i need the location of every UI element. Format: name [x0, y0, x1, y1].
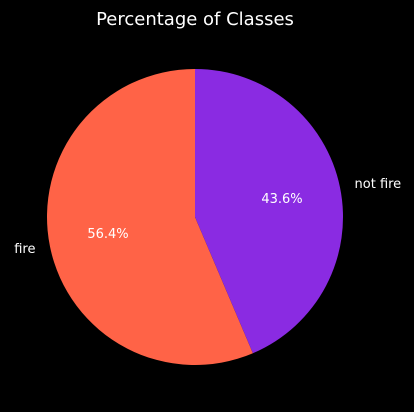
- pie-slices: [47, 69, 344, 365]
- slice-label-fire: fire: [14, 242, 35, 257]
- percent-label-fire: 56.4%: [87, 227, 128, 242]
- pie-labels: fire 56.4% not fire 43.6%: [14, 177, 401, 257]
- chart-title: Percentage of Classes: [96, 9, 294, 30]
- pie-slice-fire: [47, 69, 253, 365]
- pie-slice-not-fire: [195, 69, 344, 354]
- slice-label-not-fire: not fire: [355, 177, 402, 192]
- percent-label-not-fire: 43.6%: [261, 192, 302, 207]
